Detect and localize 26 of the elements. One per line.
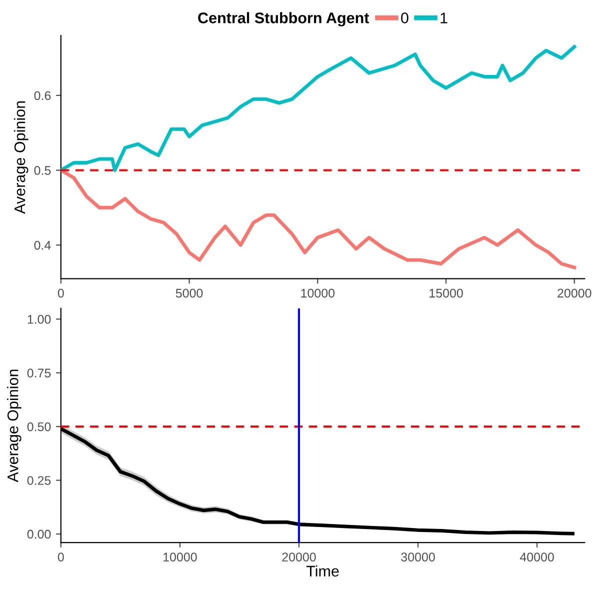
y-axis-title: Average Opinion [14, 101, 28, 214]
legend-label: 1 [440, 12, 448, 24]
x-tick-label: 10000 [301, 288, 335, 298]
y-tick-label: 0.5 [34, 166, 51, 175]
x-tick-label: 0 [58, 552, 64, 562]
x-tick-label: 5000 [176, 288, 203, 298]
y-axis-title: Average Opinion [7, 370, 22, 482]
x-tick-label: 15000 [430, 288, 463, 298]
y-tick-label: 0.6 [34, 91, 51, 100]
x-tick-label: 0 [58, 288, 64, 298]
x-tick-label: 30000 [401, 552, 435, 562]
y-tick-label: 0.50 [27, 422, 51, 432]
x-tick-label: 20000 [282, 552, 316, 562]
y-tick-label: 1.00 [28, 314, 51, 324]
x-tick-label: 20000 [558, 288, 592, 298]
y-tick-label: 0.25 [27, 476, 51, 485]
y-tick-label: 0.00 [27, 530, 51, 539]
x-tick-label: 40000 [520, 552, 554, 562]
legend-title: Central Stubborn Agent [198, 12, 370, 26]
y-tick-label: 0.75 [27, 368, 51, 378]
x-axis-title: Time [306, 565, 339, 577]
line-series [60, 168, 576, 270]
legend-label: 0 [401, 12, 408, 24]
line-series [60, 45, 576, 172]
x-tick-label: 10000 [164, 552, 197, 562]
y-tick-label: 0.4 [34, 240, 51, 250]
